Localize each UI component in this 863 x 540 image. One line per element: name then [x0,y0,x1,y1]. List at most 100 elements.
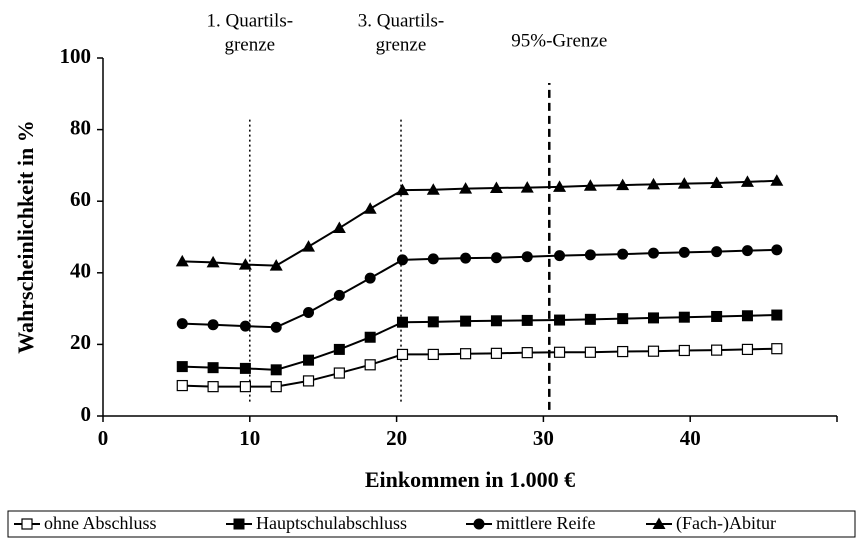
marker [460,252,472,264]
marker [396,348,409,361]
marker [740,175,754,187]
marker [617,345,629,358]
marker [270,321,282,333]
marker [521,314,533,326]
marker [302,375,315,387]
marker [647,177,660,190]
marker [396,316,408,328]
marker [584,313,596,325]
marker [303,354,315,366]
marker [206,255,220,268]
marker [553,180,567,192]
marker [176,379,188,392]
marker [364,331,376,343]
marker [648,247,659,259]
marker [678,311,690,323]
marker [460,315,472,327]
marker [741,343,754,356]
marker [302,240,316,252]
marker [584,346,596,358]
legend-label: ohne Abschluss [44,513,157,533]
marker [741,245,753,257]
marker [333,343,345,355]
series-line [182,179,777,267]
annotation: 95%-Grenze [511,30,607,51]
marker [233,518,245,530]
marker [489,181,503,193]
y-tick-label: 20 [70,330,91,354]
annotation: grenze [224,34,275,55]
x-tick-label: 30 [533,426,554,450]
annotation: 1. Quartils- [207,10,294,31]
marker [459,348,472,360]
marker [490,252,502,264]
marker [584,249,596,261]
marker [175,254,189,267]
y-tick-label: 100 [60,44,92,68]
x-axis-label: Einkommen in 1.000 € [365,467,575,492]
series-line [182,314,777,371]
marker [711,310,723,322]
marker [678,344,690,357]
marker [647,345,660,357]
marker [616,178,630,191]
legend-label: mittlere Reife [496,513,595,533]
marker [770,174,784,186]
x-tick-label: 20 [386,426,407,450]
marker [490,347,503,359]
marker [583,179,597,191]
marker [21,518,33,530]
marker [521,347,533,359]
marker [490,315,502,327]
marker [207,362,219,374]
legend-label: Hauptschulabschluss [256,513,407,533]
x-tick-label: 10 [239,426,260,450]
marker [427,253,439,265]
marker [239,320,251,332]
marker [396,254,408,266]
marker [332,221,346,234]
marker [521,251,533,263]
marker [741,310,753,322]
marker [364,272,376,284]
marker [711,344,723,356]
marker [239,381,251,393]
marker [395,183,409,196]
marker [363,202,377,214]
annotation: 3. Quartils- [358,10,445,31]
marker [426,183,440,195]
y-tick-label: 80 [70,115,91,139]
marker [771,309,783,321]
y-tick-label: 40 [70,259,91,283]
marker [678,246,690,258]
marker [427,348,439,361]
marker [473,518,485,530]
marker [207,381,219,393]
marker [333,367,345,379]
marker [427,316,439,328]
annotation: grenze [376,34,427,55]
marker [520,181,534,193]
marker [303,307,315,319]
x-tick-label: 0 [98,426,109,450]
marker [617,248,629,260]
marker [207,319,219,331]
marker [176,318,188,330]
y-tick-label: 60 [70,187,91,211]
marker [459,182,473,194]
marker [270,364,282,376]
y-axis-label: Wahrscheinlichkeit in % [13,120,38,353]
marker [238,258,252,270]
marker [710,176,724,188]
marker [652,517,666,529]
marker [554,314,566,326]
y-tick-label: 0 [81,402,92,426]
marker [270,381,282,393]
marker [269,259,283,271]
x-tick-label: 40 [680,426,701,450]
marker [617,313,629,325]
marker [711,246,723,258]
marker [176,361,188,373]
marker [677,177,691,189]
